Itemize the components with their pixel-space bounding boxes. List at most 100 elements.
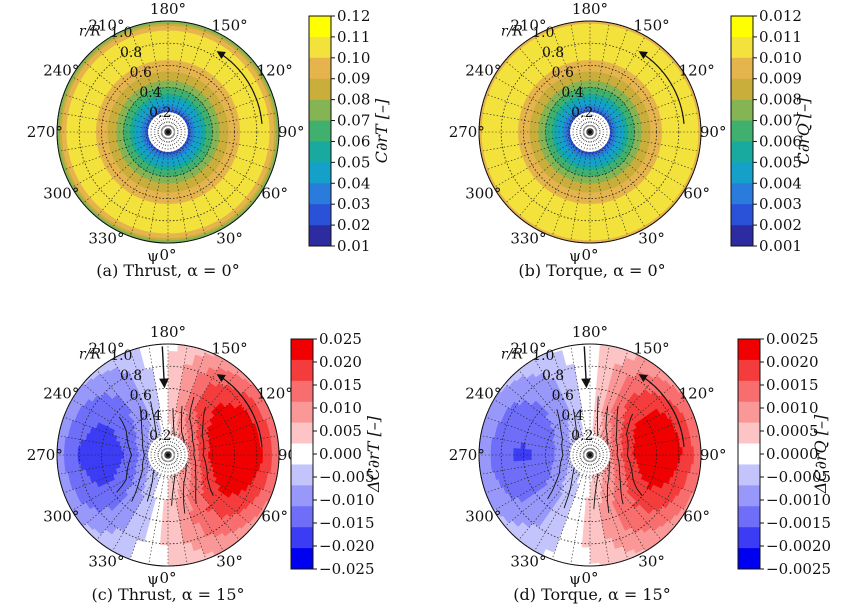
contour-cell xyxy=(84,48,252,216)
center-dot xyxy=(587,129,593,135)
colorbar-swatch xyxy=(731,225,753,247)
grid-spoke xyxy=(169,46,240,131)
center-dot xyxy=(165,129,171,135)
rotation-arrow xyxy=(216,51,263,124)
colorbar-tick-label: 0.005 xyxy=(319,422,362,440)
azimuth-label: 240° xyxy=(43,384,79,402)
azimuth-label: 150° xyxy=(634,16,670,34)
contour-cell xyxy=(81,45,255,219)
grid-spoke xyxy=(168,22,188,130)
contour-cell xyxy=(586,414,591,418)
contour-cell xyxy=(109,73,227,191)
azimuth-label: 60° xyxy=(683,185,710,203)
polar-panel-3: 0°30°60°90°120°150°180°210°240°270°300°3… xyxy=(27,323,383,604)
panel-caption: (b) Torque, α = 0° xyxy=(518,261,665,280)
contour-cell xyxy=(164,414,169,418)
azimuth-label: 300° xyxy=(465,185,501,203)
grid-spoke xyxy=(63,93,167,132)
azimuth-label: 270° xyxy=(27,446,63,464)
colorbar-tick-label: 0.09 xyxy=(337,70,370,88)
contour-cell xyxy=(70,34,266,230)
contour-cell xyxy=(589,421,594,425)
contour-cell xyxy=(140,104,196,160)
colorbar-tick-label: 0.000 xyxy=(319,445,362,463)
grid-spoke xyxy=(493,132,589,188)
contour-cell xyxy=(122,86,214,178)
contour-cell xyxy=(134,98,202,166)
colorbar-swatch xyxy=(291,359,313,382)
colorbar-label: ΔC∂rT [–] xyxy=(364,415,383,493)
colorbar-tick-label: 0.003 xyxy=(759,195,802,213)
grid-circle xyxy=(78,42,258,222)
contour-cell xyxy=(586,416,591,420)
azimuth-label: 120° xyxy=(257,384,293,402)
contour-cell xyxy=(623,451,627,456)
contour-cell xyxy=(129,93,207,171)
contour-cell xyxy=(528,70,652,194)
azimuth-label: 180° xyxy=(150,0,186,18)
contour-cell xyxy=(164,485,169,489)
contour-cell xyxy=(113,77,223,187)
azimuth-label: 330° xyxy=(88,553,124,571)
contour-cell xyxy=(544,86,636,178)
grid-circle xyxy=(145,109,191,155)
azimuth-label: 180° xyxy=(572,0,608,18)
colorbar-swatch xyxy=(731,162,753,184)
contour-cell xyxy=(74,38,262,226)
contour-cell xyxy=(140,452,144,456)
colorbar-tick-label: 0.009 xyxy=(759,70,802,88)
colorbar-tick-label: 0.012 xyxy=(759,7,802,25)
contour-cell xyxy=(551,93,629,171)
contour-cell xyxy=(490,32,690,232)
azimuth-label: 300° xyxy=(43,185,79,203)
contour-cell xyxy=(499,41,681,223)
colorbar-tick-label: −0.025 xyxy=(319,560,375,578)
colorbar-label: C∂rT [–] xyxy=(372,98,391,163)
radial-label: 0.8 xyxy=(120,45,142,61)
grid-spoke xyxy=(82,60,167,131)
contour-cell xyxy=(167,490,172,494)
contour-cell xyxy=(167,416,172,420)
grid-spoke xyxy=(591,132,695,171)
colorbar-tick-label: 0.020 xyxy=(319,353,362,371)
contour-cell xyxy=(627,451,631,456)
contour-cell xyxy=(618,454,622,459)
contour-cell xyxy=(63,27,273,237)
contour-cell xyxy=(56,20,280,244)
azimuth-label: 270° xyxy=(27,123,63,141)
grid-spoke xyxy=(551,27,590,131)
colorbar-tick-label: 0.007 xyxy=(759,112,802,130)
colorbar-swatch xyxy=(291,527,313,549)
grid-spoke xyxy=(551,133,590,237)
colorbar-frame xyxy=(308,15,332,247)
contour-cell xyxy=(120,84,216,180)
grid-spoke xyxy=(591,46,662,131)
azimuth-label: 300° xyxy=(43,508,79,526)
contour-cell xyxy=(589,492,594,496)
contour-cell xyxy=(551,451,555,456)
contour-cell xyxy=(164,490,169,494)
azimuth-label: 240° xyxy=(465,61,501,79)
contour-cell xyxy=(506,48,674,216)
colorbar-tick-label: 0.06 xyxy=(337,133,370,151)
contour-cell xyxy=(127,454,131,459)
grid-spoke xyxy=(58,112,166,132)
grid-spoke xyxy=(480,112,588,132)
azimuth-label: 150° xyxy=(212,16,248,34)
colorbar-swatch xyxy=(309,78,331,100)
colorbar-swatch xyxy=(291,485,313,507)
radial-label: 0.6 xyxy=(130,388,152,404)
contour-cell xyxy=(136,451,140,456)
radial-axis-label: r/R xyxy=(501,23,523,39)
colorbar: 0.120.110.100.090.080.070.060.050.040.03… xyxy=(308,7,391,255)
grid-spoke xyxy=(590,134,610,242)
grid-spoke xyxy=(71,76,167,132)
contour-cell xyxy=(167,485,172,489)
colorbar-swatch xyxy=(731,120,753,142)
azimuth-label: 150° xyxy=(212,339,248,357)
contour-cell xyxy=(549,91,631,173)
colorbar-tick-label: 0.005 xyxy=(759,153,802,171)
grid-spoke xyxy=(590,133,629,237)
colorbar-tick-label: 0.11 xyxy=(337,28,370,46)
contour-cell xyxy=(587,481,591,485)
